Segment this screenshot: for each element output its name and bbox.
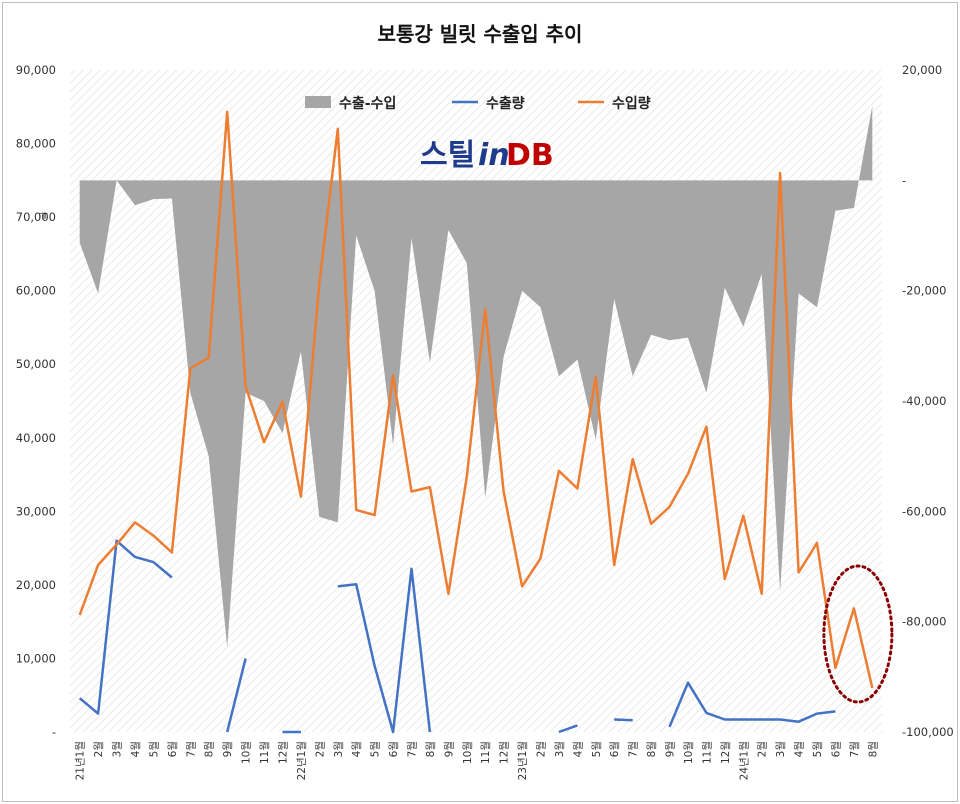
x-axis-tick-label: 12월 — [278, 741, 290, 764]
x-axis-tick-label: 11월 — [259, 741, 271, 764]
x-axis-tick-label: 10월 — [241, 741, 253, 764]
left-axis-tick-label: 70,000 — [16, 210, 56, 224]
highlight-ellipse — [822, 564, 894, 704]
x-axis-tick-label: 4월 — [351, 741, 363, 757]
left-axis-tick-label: 50,000 — [16, 357, 56, 371]
x-axis-tick-label: 22년1월 — [296, 741, 308, 780]
steelin-db-logo: 스틸 in DB — [420, 138, 554, 173]
line-series-layer — [78, 110, 874, 734]
right-axis-tick-label: -80,000 — [902, 615, 946, 629]
x-axis-tick-label: 11월 — [480, 741, 492, 764]
x-axis-tick-label: 7월 — [849, 741, 861, 757]
x-axis-tick-label: 3월 — [775, 741, 787, 757]
left-axis-unit: 톤 — [37, 212, 48, 220]
line-series-export-segment-1 — [225, 658, 247, 733]
x-axis-tick-label: 8월 — [204, 741, 216, 757]
annotation-layer — [822, 564, 894, 704]
x-axis-tick-label: 3월 — [112, 741, 124, 757]
legend-swatch-area — [305, 96, 331, 108]
x-axis-tick-label: 6월 — [167, 741, 179, 757]
x-axis-tick-label: 2월 — [93, 741, 105, 757]
right-axis-tick-label: -40,000 — [902, 394, 946, 408]
left-axis-tick-label: 80,000 — [16, 137, 56, 151]
x-axis-tick-label: 5월 — [591, 741, 603, 757]
area-series-export-minus-import — [79, 105, 873, 648]
x-axis-tick-label: 2월 — [536, 741, 548, 757]
right-axis-tick-label: 20,000 — [902, 63, 942, 77]
x-axis-tick-label: 10월 — [462, 741, 474, 764]
x-axis-tick-label: 5월 — [148, 741, 160, 757]
x-axis-tick-label: 6월 — [388, 741, 400, 757]
area-series-layer — [79, 105, 873, 648]
line-series-export-segment-7 — [668, 681, 836, 728]
x-axis-tick-label: 4월 — [130, 741, 142, 757]
x-axis-tick-label: 5월 — [370, 741, 382, 757]
left-axis-tick-label: - — [52, 725, 56, 739]
right-axis-tick-label: -60,000 — [902, 504, 946, 518]
x-axis-tick-label: 24년1월 — [738, 741, 750, 780]
x-axis-tick-label: 10월 — [683, 741, 695, 764]
x-axis-tick-label: 5월 — [812, 741, 824, 757]
x-axis-tick-label: 3월 — [333, 741, 345, 757]
legend-entry-label: 수출량 — [486, 95, 525, 112]
left-axis-tick-label: 30,000 — [16, 504, 56, 518]
left-axis-tick-label: 60,000 — [16, 284, 56, 298]
x-axis-tick-label: 8월 — [867, 741, 879, 757]
x-axis-tick-label: 6월 — [609, 741, 621, 757]
legend-entry-label: 수출-수입 — [339, 95, 396, 112]
x-axis-tick-label: 8월 — [646, 741, 658, 757]
x-axis-tick-label: 8월 — [425, 741, 437, 757]
x-axis-tick-label: 9월 — [222, 741, 234, 757]
line-series-export-segment-0 — [78, 539, 173, 715]
x-axis-tick-label: 12월 — [720, 741, 732, 764]
x-axis-tick-label: 4월 — [572, 741, 584, 757]
x-axis-tick-label: 3월 — [554, 741, 566, 757]
x-axis-tick-label: 7월 — [185, 741, 197, 757]
axes-layer: - 10,000 20,000 30,000 40,000 50,000 60,000 70,… — [16, 63, 954, 780]
left-axis-tick-label: 90,000 — [16, 63, 56, 77]
chart-title: 보통강 빌릿 수출입 추이 — [377, 22, 583, 46]
logo-text-db: DB — [506, 138, 554, 173]
x-axis-tick-label: 21년1월 — [75, 741, 87, 780]
x-axis-tick-label: 9월 — [443, 741, 455, 757]
line-series-export-segment-5 — [558, 724, 578, 734]
x-axis-tick-label: 2월 — [314, 741, 326, 757]
line-series-export-segment-3 — [337, 567, 432, 734]
right-axis-tick-label: -100,000 — [902, 725, 954, 739]
line-series-export-segment-6 — [614, 718, 633, 722]
logo-text-steel: 스틸 — [420, 138, 475, 173]
left-axis-tick-label: 10,000 — [16, 651, 56, 665]
x-axis-tick-label: 2월 — [757, 741, 769, 757]
left-axis-tick-label: 20,000 — [16, 578, 56, 592]
x-axis-tick-label: 11월 — [701, 741, 713, 764]
x-axis-tick-label: 6월 — [830, 741, 842, 757]
x-axis-tick-label: 23년1월 — [517, 741, 529, 780]
legend: 수출-수입 수출량 수입량 — [305, 95, 651, 112]
x-axis-tick-label: 12월 — [499, 741, 511, 764]
right-axis-tick-label: -20,000 — [902, 284, 946, 298]
left-axis-tick-label: 40,000 — [16, 431, 56, 445]
x-axis-tick-label: 4월 — [794, 741, 806, 757]
x-axis-tick-label: 9월 — [665, 741, 677, 757]
logo-text-in: in — [478, 138, 510, 173]
x-axis-tick-label: 7월 — [407, 741, 419, 757]
x-axis-tick-label: 7월 — [628, 741, 640, 757]
legend-entry-label: 수입량 — [612, 96, 651, 112]
right-axis-tick-label: - — [902, 173, 906, 187]
line-series-import-segment-0 — [78, 110, 874, 689]
